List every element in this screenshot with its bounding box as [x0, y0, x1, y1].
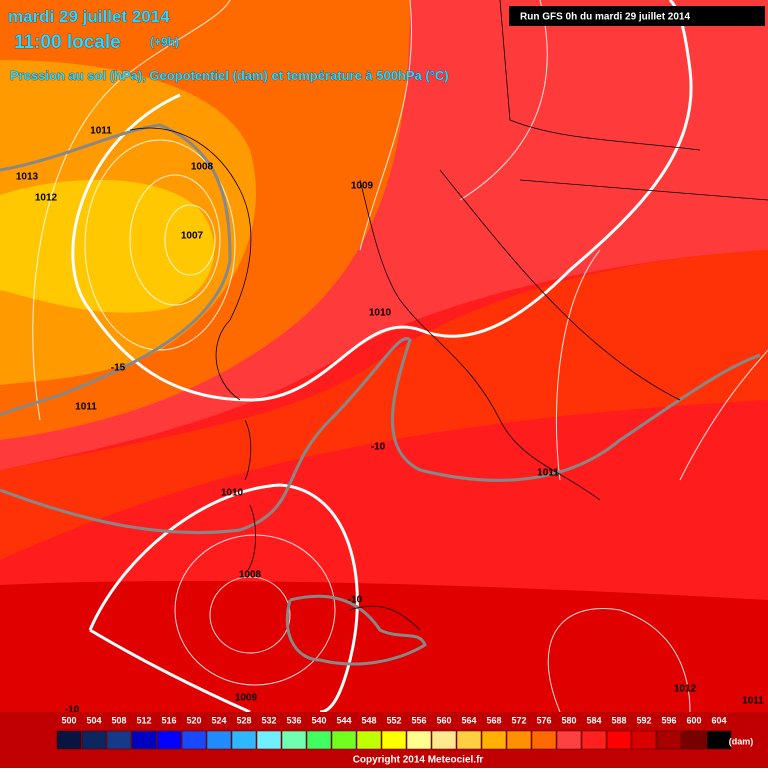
legend-swatch	[56, 730, 82, 750]
contour-label: 1012	[35, 193, 58, 204]
legend-swatch	[481, 730, 507, 750]
isotherms	[0, 123, 761, 666]
date-title: mardi 29 juillet 2014	[8, 7, 170, 26]
subtitle: Pression au sol (hPa), Geopotentiel (dam…	[10, 68, 449, 83]
legend-swatch	[306, 730, 332, 750]
contour-label: 1011	[742, 696, 764, 707]
run-box	[509, 6, 765, 26]
legend-swatch	[556, 730, 582, 750]
legend-swatch	[681, 730, 707, 750]
legend-value: 600	[686, 715, 701, 725]
legend-value: 536	[286, 715, 301, 725]
legend-swatch	[531, 730, 557, 750]
legend-value: 544	[336, 715, 351, 725]
legend-value: 540	[311, 715, 326, 725]
legend-swatch	[581, 730, 607, 750]
time-offset: (+9h)	[150, 35, 179, 49]
legend-swatch	[506, 730, 532, 750]
legend-swatch	[106, 730, 132, 750]
legend-value: 552	[386, 715, 401, 725]
legend-value: 580	[561, 715, 576, 725]
legend-swatch	[206, 730, 232, 750]
legend-value: 532	[261, 715, 276, 725]
contour-label: 1008	[191, 162, 214, 173]
contour-label: 1011	[75, 402, 97, 413]
isobars-minor	[32, 0, 768, 713]
legend-value: 548	[361, 715, 376, 725]
legend-swatch	[356, 730, 382, 750]
legend-swatch	[381, 730, 407, 750]
copyright: Copyright 2014 Meteociel.fr	[353, 755, 484, 766]
contour-label: 1010	[369, 308, 392, 319]
contour-label: -10	[371, 442, 386, 453]
legend-value: 524	[211, 715, 226, 725]
legend-value: 508	[111, 715, 126, 725]
legend-value: 568	[486, 715, 501, 725]
contour-label: -15	[111, 363, 126, 374]
legend-swatch	[456, 730, 482, 750]
legend-swatch	[81, 730, 107, 750]
time-title: 11:00 locale	[14, 32, 121, 53]
legend-swatch	[656, 730, 682, 750]
contour-label: 1010	[221, 488, 244, 499]
legend-value: 604	[711, 715, 726, 725]
zone-yellow	[0, 179, 215, 313]
legend-swatch	[431, 730, 457, 750]
legend-value: 520	[186, 715, 201, 725]
legend-value: 504	[86, 715, 101, 725]
legend: 500 504 508 512 516 520 524 528 532 536 540 544 548 5…	[56, 715, 732, 750]
legend-value: 516	[161, 715, 176, 725]
zone-dark-red	[0, 580, 768, 712]
contour-label: 1009	[351, 181, 374, 192]
legend-swatch	[631, 730, 657, 750]
zone-red-orange	[0, 250, 768, 560]
legend-swatch	[331, 730, 357, 750]
legend-value: 588	[611, 715, 626, 725]
legend-swatch	[131, 730, 157, 750]
legend-swatch	[156, 730, 182, 750]
isobars-major	[71, 0, 693, 714]
legend-value: 560	[436, 715, 451, 725]
contour-label: 1009	[235, 693, 258, 704]
legend-value: 584	[586, 715, 601, 725]
contour-label: -10	[348, 595, 363, 606]
contour-labels: 1011 1013 1012 1008 1007 1009 1010 -15 1011 -10 10…	[16, 126, 764, 716]
legend-swatch	[281, 730, 307, 750]
legend-value: 528	[236, 715, 251, 725]
legend-swatch	[606, 730, 632, 750]
legend-value: 592	[636, 715, 651, 725]
legend-value: 512	[136, 715, 151, 725]
contour-label: 1007	[181, 231, 204, 242]
legend-swatch	[181, 730, 207, 750]
legend-value: 572	[511, 715, 526, 725]
contour-label: 1012	[674, 684, 697, 695]
run-info: Run GFS 0h du mardi 29 juillet 2014	[520, 12, 690, 23]
legend-swatch	[256, 730, 282, 750]
contour-label: 1008	[239, 570, 262, 581]
legend-value: 576	[536, 715, 551, 725]
legend-value: 556	[411, 715, 426, 725]
legend-swatch	[706, 730, 732, 750]
legend-swatch	[231, 730, 257, 750]
contour-label: -10	[65, 705, 80, 716]
legend-value: 596	[661, 715, 676, 725]
contour-label: 1011	[537, 468, 559, 479]
contour-label: 1013	[16, 172, 39, 183]
coastlines	[129, 0, 768, 631]
legend-value: 500	[61, 715, 76, 725]
legend-unit: (dam)	[729, 736, 754, 746]
contour-label: 1011	[90, 126, 112, 137]
legend-swatch	[406, 730, 432, 750]
legend-value: 564	[461, 715, 476, 725]
